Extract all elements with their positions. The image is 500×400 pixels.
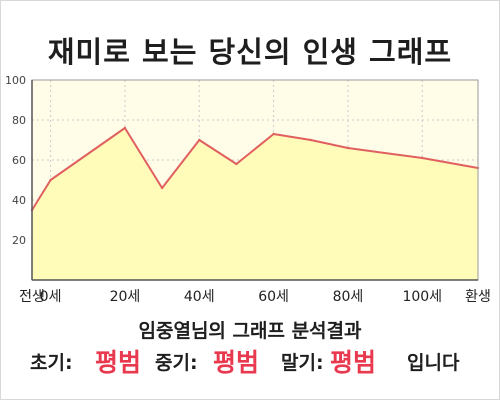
x-tick-label: 전생	[19, 289, 45, 305]
y-tick-label: 100	[5, 74, 26, 87]
data-point	[272, 132, 275, 136]
axes	[31, 79, 479, 281]
x-tick-label: 40세	[184, 289, 215, 305]
x-tick-label: 환생	[465, 289, 491, 305]
data-point	[346, 146, 350, 150]
y-tick-label: 20	[12, 234, 26, 247]
early-label: 초기:	[30, 352, 73, 374]
data-point	[309, 138, 312, 142]
middle-value: 평범	[213, 348, 260, 377]
x-tick-label: 60세	[258, 289, 289, 305]
data-point	[198, 138, 201, 142]
result-heading: 임중열님의 그래프 분석결과	[138, 320, 362, 342]
y-tick-label: 40	[12, 194, 26, 207]
late-label: 말기:	[281, 352, 324, 374]
x-tick-label: 100세	[402, 289, 442, 305]
middle-label: 중기:	[155, 352, 198, 374]
early-value: 평범	[95, 348, 142, 377]
x-tick-label: 20세	[110, 289, 141, 305]
result-row: 초기: 평범 중기: 평범 말기: 평범 입니다	[0, 346, 500, 380]
late-value: 평범	[330, 348, 377, 377]
data-point	[49, 178, 52, 182]
y-tick-label: 60	[12, 154, 26, 167]
y-tick-label: 80	[12, 114, 26, 127]
data-point	[421, 156, 424, 160]
life-area-fill	[32, 128, 478, 280]
data-point	[235, 162, 238, 166]
data-point	[160, 186, 164, 190]
x-tick-label: 80세	[333, 289, 364, 305]
closing-text: 입니다	[407, 352, 460, 374]
y-tick-labels: 20 40 60 80 100	[5, 74, 26, 247]
data-point	[123, 126, 127, 130]
x-tick-label: 0세	[40, 289, 62, 305]
chart-title: 재미로 보는 당신의 인생 그래프	[47, 35, 453, 69]
